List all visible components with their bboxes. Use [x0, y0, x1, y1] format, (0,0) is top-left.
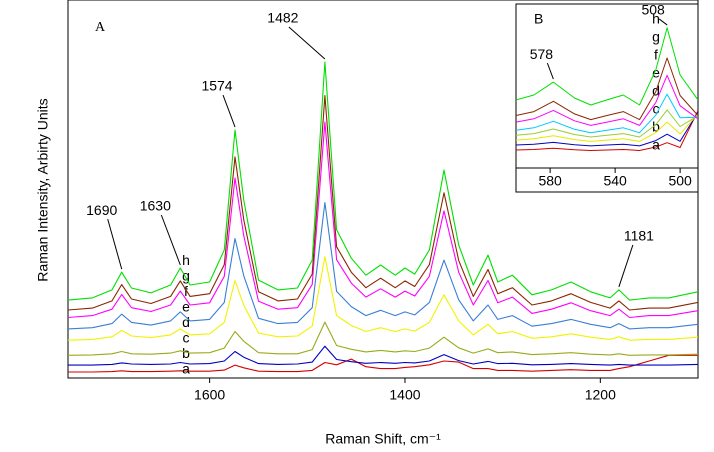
spectrum-line — [516, 109, 698, 138]
x-tick-label: 500 — [668, 173, 692, 189]
series-label: c — [653, 101, 660, 117]
peak-label: 1690 — [86, 202, 117, 218]
spectrum-line — [68, 256, 698, 341]
spectrum-line — [516, 113, 698, 142]
series-label: b — [182, 345, 190, 361]
panel-label: B — [534, 11, 543, 27]
series-label: f — [654, 47, 658, 63]
spectrum-line — [68, 121, 698, 319]
spectrum-line — [68, 61, 698, 301]
peak-leader — [546, 62, 554, 80]
series-label: h — [182, 252, 190, 268]
x-tick-label: 580 — [538, 173, 562, 189]
spectrum-line — [68, 321, 698, 356]
series-label: c — [183, 330, 190, 346]
spectrum-line — [68, 345, 698, 366]
spectrum-line — [68, 202, 698, 330]
series-label: e — [182, 299, 190, 315]
spectrum-line — [516, 57, 698, 121]
peak-label: 578 — [530, 46, 554, 62]
series-label: a — [182, 361, 190, 377]
series-label: a — [652, 137, 660, 153]
spectrum-line — [516, 111, 698, 147]
peak-leader — [658, 18, 668, 26]
spectrum-line — [516, 93, 698, 134]
plot-frame — [515, 3, 699, 193]
panel-label: A — [95, 20, 106, 35]
peak-label: 1181 — [624, 228, 654, 244]
x-tick-label: 1600 — [194, 387, 225, 403]
peak-label: 1482 — [267, 10, 298, 26]
peak-leader — [618, 244, 634, 288]
spectrum-line — [68, 95, 698, 311]
peak-leader — [222, 94, 236, 128]
peak-label: 1574 — [201, 78, 232, 94]
peak-label: 508 — [641, 2, 665, 18]
series-label: g — [182, 268, 190, 284]
peak-leader — [288, 26, 326, 60]
peak-leader — [107, 219, 123, 270]
series-label: e — [652, 65, 660, 81]
peak-label: 1630 — [140, 198, 171, 214]
y-axis-label: Raman Intensity, Arbirty Units — [35, 98, 51, 281]
x-tick-label: 1200 — [585, 387, 616, 403]
x-tick-label: 540 — [603, 173, 627, 189]
x-tick-label: 1400 — [389, 387, 420, 403]
spectrum-line — [68, 354, 698, 373]
spectrum-line — [516, 110, 698, 151]
peak-leader — [160, 214, 181, 266]
series-label: g — [652, 29, 660, 45]
series-label: b — [652, 119, 660, 135]
series-label: f — [184, 283, 188, 299]
series-label: h — [652, 11, 660, 27]
series-label: d — [182, 314, 190, 330]
spectrum-line — [516, 74, 698, 126]
x-axis-label: Raman Shift, cm⁻¹ — [325, 431, 441, 447]
spectrum-line — [516, 27, 698, 106]
